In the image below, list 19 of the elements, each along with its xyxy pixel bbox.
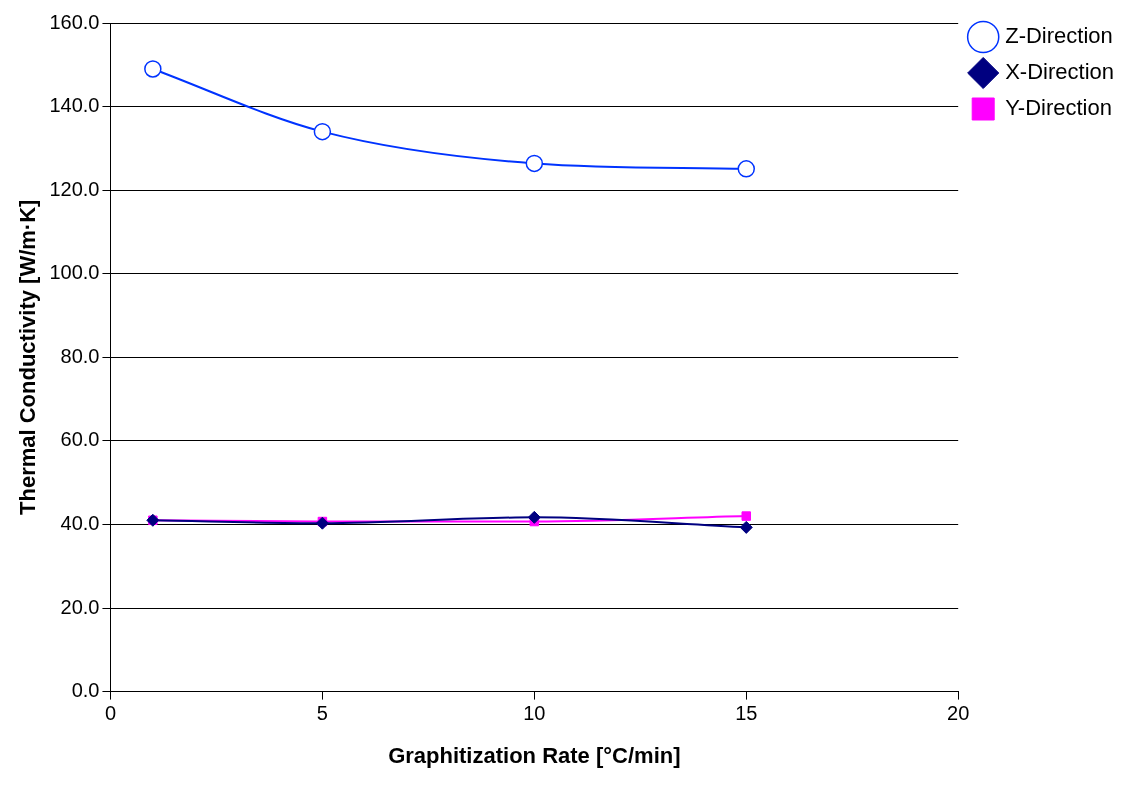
y-tick-label: 20.0 (60, 595, 100, 618)
y-tick-label: 60.0 (60, 428, 100, 451)
y-tick-label: 120.0 (49, 177, 100, 200)
x-tick-label: 15 (735, 702, 758, 725)
x-tick-label: 5 (316, 702, 328, 725)
y-tick-label: 140.0 (49, 94, 100, 117)
x-tick-label: 20 (947, 702, 970, 725)
y-tick-label: 100.0 (49, 261, 100, 284)
x-tick-label: 10 (523, 702, 546, 725)
y-tick-label: 40.0 (60, 511, 100, 534)
y-tick-label: 160.0 (49, 10, 100, 33)
y-tick-label: 80.0 (60, 344, 100, 367)
x-tick-label: 0 (104, 702, 117, 725)
y-tick-label: 0.0 (71, 679, 100, 702)
legend-label: Y-Direction (1005, 95, 1112, 121)
legend-label: Z-Direction (1005, 23, 1113, 49)
y-axis-title: Thermal Conductivity [W/m·K] (15, 199, 41, 515)
legend-label: X-Direction (1005, 59, 1114, 85)
x-axis-title: Graphitization Rate [°C/min] (388, 742, 681, 768)
